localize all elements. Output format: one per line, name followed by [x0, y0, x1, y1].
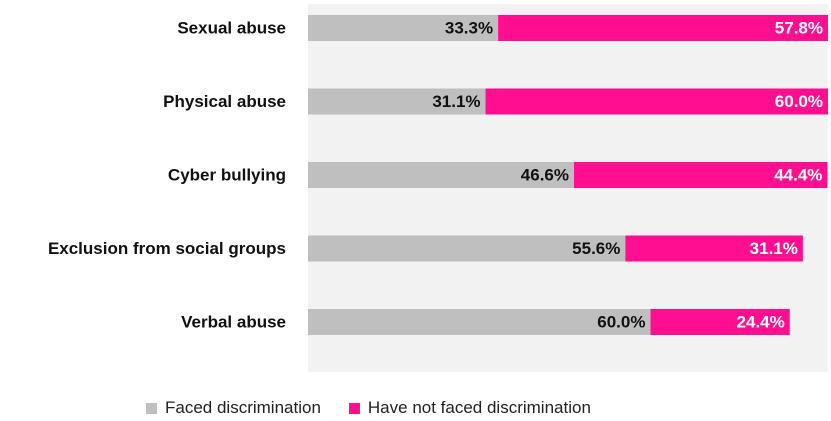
data-label: 31.1% — [432, 92, 480, 111]
category-label: Sexual abuse — [177, 19, 286, 38]
bar-faced-discrimination — [308, 162, 574, 188]
data-label: 55.6% — [572, 239, 620, 258]
bar-not-faced-discrimination — [573, 162, 828, 188]
legend-label-faced: Faced discrimination — [165, 398, 321, 417]
bar-faced-discrimination — [308, 15, 499, 41]
bar-not-faced-discrimination — [485, 88, 828, 115]
bar-not-faced-discrimination — [625, 235, 803, 262]
legend-item-faced: Faced discrimination — [146, 398, 321, 418]
category-label: Cyber bullying — [168, 166, 286, 185]
data-label: 57.8% — [775, 19, 823, 38]
data-label: 24.4% — [737, 313, 785, 332]
bar-faced-discrimination — [308, 235, 626, 262]
bar-faced-discrimination — [308, 88, 486, 115]
category-label: Verbal abuse — [181, 313, 286, 332]
data-label: 46.6% — [521, 166, 569, 185]
category-label: Physical abuse — [163, 92, 286, 111]
data-label: 33.3% — [445, 19, 493, 38]
bar-not-faced-discrimination — [498, 15, 828, 41]
data-label: 60.0% — [597, 313, 645, 332]
legend: Faced discrimination Have not faced disc… — [146, 398, 591, 418]
data-label: 31.1% — [750, 239, 798, 258]
bar-not-faced-discrimination — [650, 309, 790, 335]
legend-item-not-faced: Have not faced discrimination — [348, 398, 591, 418]
data-label: 60.0% — [775, 92, 823, 111]
legend-swatch-not-faced — [348, 402, 360, 414]
category-label: Exclusion from social groups — [48, 239, 286, 258]
data-label: 44.4% — [774, 166, 822, 185]
bar-faced-discrimination — [308, 309, 651, 335]
legend-label-not-faced: Have not faced discrimination — [367, 398, 591, 417]
legend-swatch-faced — [146, 402, 157, 414]
